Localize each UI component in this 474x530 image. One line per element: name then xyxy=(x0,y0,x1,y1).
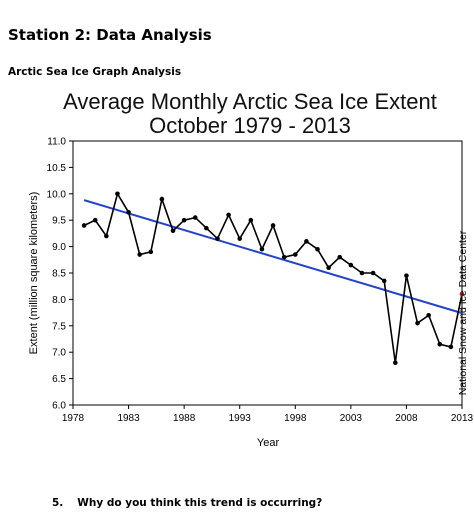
data-point xyxy=(192,215,198,220)
y-tick-label: 6.5 xyxy=(52,374,66,385)
data-point xyxy=(159,196,165,202)
x-tick-label: 1988 xyxy=(173,413,196,424)
data-point xyxy=(381,278,387,284)
data-point xyxy=(104,233,109,239)
data-point xyxy=(437,341,443,347)
x-axis: 1978 1983 1988 1993 1998 2003 2008 2013 xyxy=(62,405,474,424)
data-point xyxy=(204,225,209,231)
data-point xyxy=(126,209,131,215)
data-point xyxy=(326,265,331,271)
y-axis-title: Extent (million square kilometers) xyxy=(28,192,40,355)
data-point xyxy=(404,273,409,278)
data-point xyxy=(270,223,276,228)
data-point xyxy=(81,223,87,228)
y-tick-label: 9.5 xyxy=(52,216,66,227)
x-tick-label: 1983 xyxy=(117,413,140,424)
extent-series-line xyxy=(83,191,463,363)
section-title: Arctic Sea Ice Graph Analysis xyxy=(8,66,182,78)
x-tick-label: 1978 xyxy=(62,413,85,424)
source-credit: National Snow and Ice Data Center xyxy=(457,230,469,395)
y-tick-label: 8.5 xyxy=(52,269,66,280)
data-point xyxy=(215,236,220,241)
data-point xyxy=(292,252,298,257)
x-tick-label: 2003 xyxy=(340,413,363,424)
y-tick-label: 10.5 xyxy=(47,163,67,174)
data-point xyxy=(170,228,176,234)
data-point xyxy=(315,246,320,252)
data-point xyxy=(226,212,231,218)
data-point xyxy=(348,262,354,268)
chart-subtitle: October 1979 - 2013 xyxy=(149,113,351,138)
series-layer xyxy=(81,191,465,366)
sea-ice-chart: 6.0 6.5 7.0 7.5 8.0 8.5 9.0 9.5 10.0 10.5 11.0 197… xyxy=(28,137,474,450)
y-tick-label: 9.0 xyxy=(52,242,66,253)
data-point xyxy=(426,312,431,318)
data-point xyxy=(115,191,120,197)
data-point xyxy=(393,360,398,366)
data-point xyxy=(248,217,254,223)
trend-line xyxy=(83,199,463,315)
x-tick-label: 2008 xyxy=(395,413,418,424)
x-tick-label: 1998 xyxy=(284,413,307,424)
data-point xyxy=(370,270,376,276)
question-text: Why do you think this trend is occurring… xyxy=(77,497,323,509)
data-point xyxy=(259,246,265,252)
plot-frame xyxy=(72,140,463,406)
y-tick-label: 8.0 xyxy=(52,295,66,306)
station-title: Station 2: Data Analysis xyxy=(8,26,212,44)
data-point xyxy=(304,239,309,244)
data-point xyxy=(281,254,287,260)
data-point xyxy=(148,249,154,255)
x-axis-title: Year xyxy=(257,437,280,449)
data-point xyxy=(415,320,420,326)
y-tick-label: 7.5 xyxy=(52,321,66,332)
data-point xyxy=(337,254,343,260)
chart-title: Average Monthly Arctic Sea Ice Extent xyxy=(63,89,437,114)
y-tick-label: 10.0 xyxy=(47,189,67,200)
data-point xyxy=(359,270,365,276)
y-tick-label: 6.0 xyxy=(52,401,66,412)
y-tick-label: 11.0 xyxy=(47,137,66,148)
data-point xyxy=(92,217,98,223)
y-tick-label: 7.0 xyxy=(52,348,66,359)
question-number: 5. xyxy=(52,497,64,509)
data-point xyxy=(237,236,243,241)
x-tick-label: 2013 xyxy=(451,413,474,424)
question-5: 5. Why do you think this trend is occurri… xyxy=(52,497,322,509)
data-point xyxy=(448,344,454,350)
latest-data-point xyxy=(459,291,465,297)
y-axis: 6.0 6.5 7.0 7.5 8.0 8.5 9.0 9.5 10.0 10.5 11.0 xyxy=(47,137,73,412)
x-tick-label: 1993 xyxy=(229,413,252,424)
data-point xyxy=(137,252,142,257)
data-point xyxy=(181,217,187,223)
